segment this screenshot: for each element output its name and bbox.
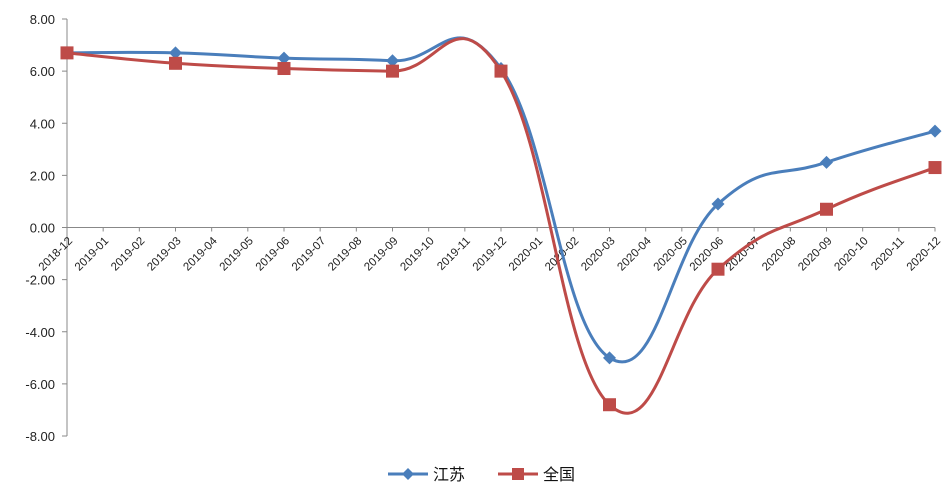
y-tick-label: -2.00 <box>25 273 55 288</box>
data-point-marker <box>820 155 833 169</box>
data-point-marker <box>928 124 942 138</box>
axes <box>62 18 936 437</box>
data-point-marker <box>386 64 399 78</box>
x-tick-label: 2019-02 <box>109 235 147 273</box>
legend-marker <box>402 468 414 480</box>
data-point-marker <box>169 56 182 70</box>
data-point-marker <box>603 351 616 365</box>
data-point-marker <box>928 161 942 175</box>
y-tick-label: 4.00 <box>30 116 55 131</box>
y-tick-label: -4.00 <box>25 325 55 340</box>
x-tick-label: 2019-11 <box>435 235 473 273</box>
legend-item-0: 江苏 <box>388 465 465 484</box>
data-point-marker <box>711 262 725 276</box>
x-tick-label: 2020-05 <box>652 235 690 273</box>
data-point-marker <box>711 197 725 211</box>
series-layer <box>60 36 942 415</box>
x-tick-labels: 2018-122019-012019-022019-032019-042019-… <box>37 235 943 274</box>
x-tick-label: 2018-12 <box>37 235 75 273</box>
x-tick-label: 2020-08 <box>760 235 798 273</box>
legend: 江苏 全国 <box>388 465 575 484</box>
x-tick-label: 2019-09 <box>362 235 400 273</box>
data-point-marker <box>60 46 74 60</box>
series-line-1 <box>66 37 936 415</box>
x-tick-label: 2020-03 <box>579 235 617 273</box>
series-line-0 <box>66 36 936 364</box>
x-tick-label: 2019-04 <box>181 235 220 274</box>
y-tick-label: 6.00 <box>30 64 55 79</box>
data-point-marker <box>277 51 291 65</box>
data-point-marker <box>169 46 182 60</box>
data-point-marker <box>277 62 291 76</box>
x-tick-label: 2019-12 <box>471 235 509 273</box>
x-tick-label: 2019-08 <box>326 235 364 273</box>
x-tick-label: 2019-07 <box>290 235 328 273</box>
x-tick-label: 2019-10 <box>398 235 436 273</box>
x-tick-label: 2019-06 <box>254 235 292 273</box>
legend-marker <box>512 468 524 480</box>
series-1 <box>60 37 942 415</box>
x-tick-label: 2019-03 <box>145 235 183 273</box>
y-tick-label: 8.00 <box>30 12 55 27</box>
x-tick-label: 2019-01 <box>73 235 111 273</box>
x-tick-label: 2020-09 <box>796 235 834 273</box>
x-tick-label: 2020-11 <box>869 235 907 273</box>
data-point-marker <box>386 54 399 68</box>
y-tick-label: -6.00 <box>25 377 55 392</box>
x-tick-label: 2020-12 <box>905 235 943 273</box>
data-point-marker <box>494 64 508 78</box>
x-tick-label: 2020-04 <box>615 235 654 274</box>
y-tick-label: -8.00 <box>25 429 55 444</box>
y-tick-labels: 8.00 6.00 4.00 2.00 0.00 -2.00 -4.00 -6.00 -8.00 <box>25 12 55 444</box>
legend-item-1: 全国 <box>498 465 575 484</box>
data-point-marker <box>603 398 616 412</box>
y-tick-label: 2.00 <box>30 168 55 183</box>
legend-label: 江苏 <box>433 465 465 484</box>
y-tick-label: 0.00 <box>30 221 55 236</box>
x-tick-label: 2020-01 <box>507 235 545 273</box>
series-0 <box>60 36 942 365</box>
data-point-marker <box>820 202 833 216</box>
x-tick-label: 2019-05 <box>218 235 256 273</box>
x-tick-label: 2020-10 <box>832 235 870 273</box>
legend-label: 全国 <box>543 465 575 484</box>
